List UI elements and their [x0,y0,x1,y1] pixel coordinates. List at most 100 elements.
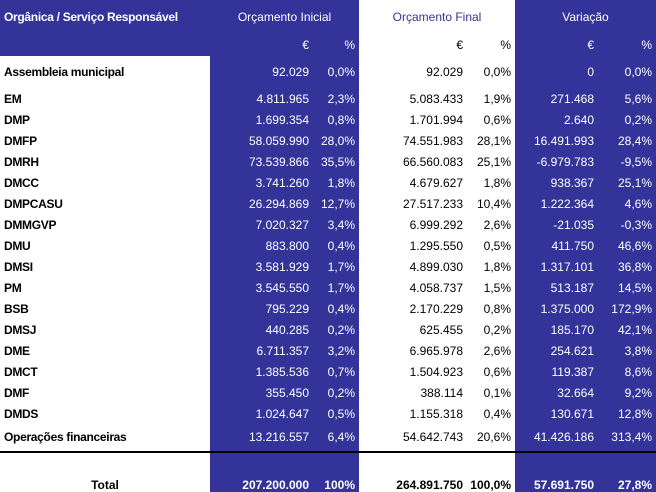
cell-oi-eur: 1.024.647 [210,403,313,424]
cell-oi-eur: 883.800 [210,235,313,256]
row-label: PM [0,277,210,298]
cell-oi-eur: 440.285 [210,319,313,340]
cell-v-eur: 32.664 [515,382,598,403]
row-label: DMPCASU [0,193,210,214]
cell-of-pct: 10,4% [467,193,515,214]
cell-of-pct: 2,6% [467,340,515,361]
spacer-cell [0,450,210,478]
cell-of-pct: 0,6% [467,109,515,130]
cell-v-eur: 254.621 [515,340,598,361]
cell-v-pct: 25,1% [598,172,656,193]
subheader-of-pct: % [467,33,515,56]
cell-v-eur: 1.317.101 [515,256,598,277]
spacer-cell [515,450,598,478]
cell-v-eur: 41.426.186 [515,424,598,450]
cell-v-eur: 0 [515,56,598,88]
spacer-cell [467,450,515,478]
cell-oi-pct: 3,2% [313,340,359,361]
row-label: Operações financeiras [0,424,210,450]
cell-v-eur: 938.367 [515,172,598,193]
row-label: DMCC [0,172,210,193]
cell-of-pct: 0,0% [467,56,515,88]
column-header-orcamento-inicial: Orçamento Inicial [210,0,359,33]
cell-oi-eur: 7.020.327 [210,214,313,235]
cell-of-eur: 625.455 [359,319,467,340]
cell-of-eur: 27.517.233 [359,193,467,214]
subheader-v-pct: % [598,33,656,56]
cell-of-eur: 92.029 [359,56,467,88]
total-cell-oi-pct: 100% [313,478,359,492]
cell-oi-eur: 26.294.869 [210,193,313,214]
cell-of-pct: 0,8% [467,298,515,319]
cell-of-pct: 1,5% [467,277,515,298]
spacer-cell [313,450,359,478]
row-label: DMF [0,382,210,403]
cell-of-pct: 20,6% [467,424,515,450]
row-label: Assembleia municipal [0,56,210,88]
cell-oi-eur: 1.699.354 [210,109,313,130]
cell-oi-eur: 13.216.557 [210,424,313,450]
subheader-oi-eur: € [210,33,313,56]
cell-of-pct: 25,1% [467,151,515,172]
cell-v-eur: 16.491.993 [515,130,598,151]
cell-oi-eur: 73.539.866 [210,151,313,172]
cell-of-pct: 1,8% [467,172,515,193]
total-label: Total [0,478,210,492]
cell-oi-eur: 4.811.965 [210,88,313,109]
cell-v-eur: 130.671 [515,403,598,424]
cell-v-pct: -0,3% [598,214,656,235]
cell-of-pct: 2,6% [467,214,515,235]
cell-v-pct: 0,0% [598,56,656,88]
cell-of-eur: 1.504.923 [359,361,467,382]
cell-oi-eur: 6.711.357 [210,340,313,361]
row-label: DMU [0,235,210,256]
cell-oi-pct: 0,5% [313,403,359,424]
cell-of-pct: 0,2% [467,319,515,340]
cell-v-pct: 36,8% [598,256,656,277]
cell-oi-pct: 0,4% [313,235,359,256]
row-label: DMFP [0,130,210,151]
cell-of-eur: 4.899.030 [359,256,467,277]
cell-of-pct: 0,1% [467,382,515,403]
cell-v-pct: 313,4% [598,424,656,450]
cell-v-pct: 4,6% [598,193,656,214]
total-separator-line [0,451,656,453]
cell-of-eur: 1.295.550 [359,235,467,256]
spacer-cell [210,450,313,478]
column-header-orcamento-final: Orçamento Final [359,0,515,33]
cell-oi-pct: 12,7% [313,193,359,214]
row-label: BSB [0,298,210,319]
column-header-organica: Orgânica / Serviço Responsável [0,0,210,33]
row-label: DMSI [0,256,210,277]
total-cell-v-eur: 57.691.750 [515,478,598,492]
cell-oi-pct: 0,7% [313,361,359,382]
cell-oi-eur: 355.450 [210,382,313,403]
cell-v-pct: 172,9% [598,298,656,319]
cell-oi-eur: 3.581.929 [210,256,313,277]
cell-of-pct: 28,1% [467,130,515,151]
cell-v-pct: 28,4% [598,130,656,151]
cell-of-eur: 6.999.292 [359,214,467,235]
cell-v-pct: 14,5% [598,277,656,298]
cell-of-eur: 54.642.743 [359,424,467,450]
row-label: DMSJ [0,319,210,340]
cell-v-pct: 9,2% [598,382,656,403]
cell-of-eur: 74.551.983 [359,130,467,151]
cell-v-pct: 46,6% [598,235,656,256]
cell-of-eur: 2.170.229 [359,298,467,319]
subheader-v-eur: € [515,33,598,56]
cell-oi-pct: 35,5% [313,151,359,172]
cell-v-pct: -9,5% [598,151,656,172]
cell-oi-pct: 0,0% [313,56,359,88]
cell-of-pct: 0,5% [467,235,515,256]
cell-oi-pct: 1,7% [313,277,359,298]
cell-oi-pct: 0,8% [313,109,359,130]
cell-oi-eur: 3.741.260 [210,172,313,193]
row-label: EM [0,88,210,109]
row-label: DMDS [0,403,210,424]
cell-v-pct: 3,8% [598,340,656,361]
cell-v-eur: 1.375.000 [515,298,598,319]
cell-of-eur: 5.083.433 [359,88,467,109]
cell-oi-pct: 2,3% [313,88,359,109]
